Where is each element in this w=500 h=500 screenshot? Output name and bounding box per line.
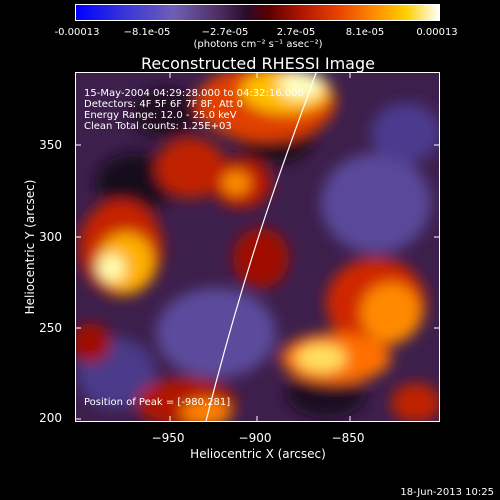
image-title: Reconstructed RHESSI Image <box>141 54 375 73</box>
y-tick: 350 <box>39 138 62 152</box>
solar-limb-line <box>205 73 317 421</box>
colorbar-tick: -0.00013 <box>54 27 100 38</box>
y-tick: 250 <box>39 321 62 335</box>
x-tick: −850 <box>331 431 365 445</box>
info-time-range: 15-May-2004 04:29:28.000 to 04:32:16.000 <box>84 88 304 99</box>
colorbar <box>75 4 440 21</box>
y-tick: 300 <box>39 230 62 244</box>
info-energy-range: Energy Range: 12.0 - 25.0 keV <box>84 110 237 121</box>
generation-date: 18-Jun-2013 10:25 <box>400 487 494 498</box>
x-tick: −950 <box>151 431 185 445</box>
info-peak-position: Position of Peak = [-980,281] <box>84 397 231 408</box>
x-tick: −900 <box>238 431 272 445</box>
y-tick: 200 <box>39 411 62 425</box>
colorbar-units: (photons cm⁻² s⁻¹ asec⁻²) <box>193 39 323 50</box>
colorbar-tick: −2.7e-05 <box>201 27 249 38</box>
image-plot <box>75 72 440 422</box>
colorbar-tick: 8.1e-05 <box>345 27 385 38</box>
y-axis-label: Heliocentric Y (arcsec) <box>23 179 37 315</box>
info-method-counts: Clean Total counts: 1.25E+03 <box>84 121 232 132</box>
colorbar-tick: 0.00013 <box>416 27 458 38</box>
x-axis-label: Heliocentric X (arcsec) <box>190 447 326 461</box>
info-detectors: Detectors: 4F 5F 6F 7F 8F, Att 0 <box>84 99 244 110</box>
rhessi-image <box>76 73 439 421</box>
colorbar-tick: 2.7e-05 <box>276 27 316 38</box>
colorbar-tick: −8.1e-05 <box>123 27 171 38</box>
